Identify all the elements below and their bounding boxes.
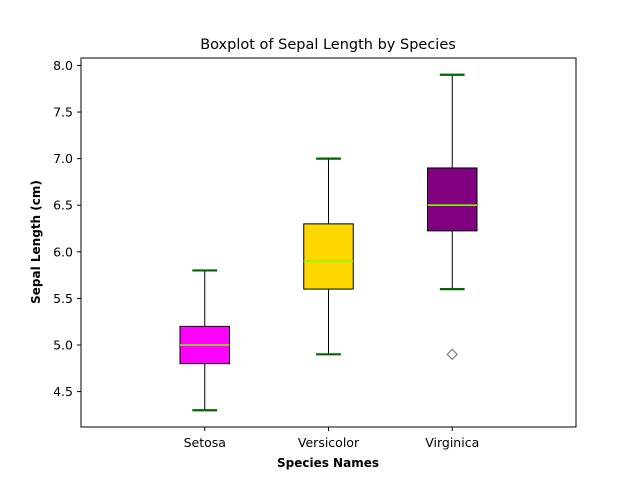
x-tick-label: Virginica [425, 435, 479, 450]
x-axis: Setosa Versicolor Virginica [184, 427, 479, 450]
y-tick-label: 6.5 [53, 198, 73, 213]
y-tick-label: 7.5 [53, 105, 73, 120]
outlier-point [446, 348, 459, 361]
box-versicolor [303, 157, 354, 356]
y-tick-label: 6.0 [53, 244, 73, 259]
y-tick-label: 4.5 [53, 384, 73, 399]
y-tick-label: 5.0 [53, 338, 73, 353]
box-setosa [179, 269, 230, 412]
x-tick-label: Versicolor [298, 435, 360, 450]
box-body [303, 223, 354, 290]
y-tick-label: 5.5 [53, 291, 73, 306]
y-axis-label: Sepal Length (cm) [29, 180, 43, 304]
y-tick-label: 8.0 [53, 58, 73, 73]
y-axis: 4.5 5.0 5.5 6.0 6.5 7.0 7.5 8.0 [53, 58, 81, 399]
plot-area [80, 57, 577, 428]
box-virginica [427, 73, 478, 361]
chart-title: Boxplot of Sepal Length by Species [200, 37, 456, 53]
x-tick-label: Setosa [184, 435, 226, 450]
x-axis-label: Species Names [277, 456, 379, 470]
y-tick-label: 7.0 [53, 151, 73, 166]
box-body [427, 167, 478, 232]
